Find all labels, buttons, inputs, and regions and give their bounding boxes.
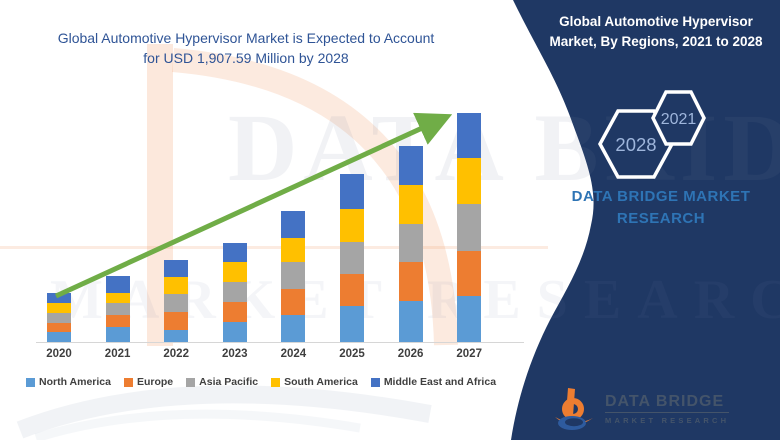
bar-segment [281, 262, 306, 289]
bar-segment [105, 303, 130, 315]
legend-swatch [370, 377, 380, 387]
bar-segment [47, 332, 71, 342]
legend-swatch [271, 377, 281, 387]
legend-item: North America [26, 376, 111, 388]
hexagon-2021-label: 2021 [661, 111, 697, 128]
bar-segment [398, 224, 423, 262]
legend-item: Asia Pacific [186, 376, 258, 388]
year-axis-label: 2026 [397, 348, 424, 360]
bar-segment [281, 211, 306, 238]
legend-swatch [186, 377, 196, 387]
bar-segment [398, 301, 423, 342]
bar-segment [47, 303, 71, 313]
bar-segment [457, 158, 482, 204]
bar-segment [340, 174, 364, 209]
legend-label: South America [284, 376, 358, 388]
bar-segment [105, 276, 130, 293]
bar-segment [398, 262, 423, 301]
dbmr-logo: DATA BRIDGE MARKET RESEARCH [553, 386, 730, 432]
bar-segment [105, 293, 130, 303]
bar-segment [398, 146, 423, 185]
bar-segment [222, 302, 247, 322]
legend-swatch [123, 377, 133, 387]
bar-segment [281, 238, 306, 262]
stacked-bar-chart: 2020 2021 2022 2023 2024 2025 2026 2027 [36, 112, 524, 360]
bar-segment [222, 262, 247, 282]
legend-label: North America [39, 376, 111, 388]
chart-title-line1: Global Automotive Hypervisor Market is E… [57, 30, 435, 46]
bar-segment [164, 294, 189, 312]
year-axis-label: 2022 [163, 348, 189, 360]
legend-item: South America [271, 376, 358, 388]
bar-segment [457, 251, 482, 296]
year-axis-label: 2021 [104, 348, 131, 360]
legend-label: Middle East and Africa [383, 376, 497, 388]
legend-label: Asia Pacific [199, 376, 259, 388]
legend-item: Middle East and Africa [370, 376, 497, 388]
year-axis-label: 2025 [339, 348, 365, 360]
legend-swatch [26, 377, 35, 387]
bar-segment [47, 323, 71, 332]
panel-heading: Global Automotive Hypervisor Market, By … [549, 14, 763, 50]
hexagon-2028-label: 2028 [615, 134, 656, 155]
bar-segment [340, 209, 364, 242]
x-axis-line [36, 342, 524, 343]
bar-segment [281, 315, 306, 342]
bar-segment [222, 282, 247, 302]
bar-segment [164, 260, 189, 277]
bar-segment [47, 293, 71, 303]
chart-title-line2: for USD 1,907.59 Million by 2028 [143, 50, 349, 67]
year-axis-label: 2027 [456, 348, 482, 360]
bar-segment [457, 204, 482, 251]
bar-segment [340, 306, 364, 342]
bar-segment [105, 315, 130, 327]
bar-segment [222, 322, 247, 342]
year-axis-label: 2024 [280, 348, 307, 360]
year-axis-label: 2023 [222, 348, 248, 360]
hexagon-2021 [651, 90, 706, 146]
bar-segment [398, 185, 423, 224]
bar-segment [164, 312, 189, 330]
dbmr-logo-brand: DATA BRIDGE [605, 393, 730, 413]
hexagon-2028 [598, 109, 674, 179]
dbmr-logo-icon [555, 388, 593, 430]
bar-segment [340, 242, 364, 274]
bar-segment [47, 313, 71, 323]
year-hexagons: 2021 2028 [598, 90, 706, 179]
dbmr-logo-tagline: MARKET RESEARCH [605, 416, 730, 425]
chart-legend: North America Europe Asia Pacific South Ame… [26, 376, 509, 388]
bar-segment [164, 277, 189, 294]
bar-segment [340, 274, 364, 306]
legend-label: Europe [136, 376, 174, 388]
bar-segment [457, 296, 482, 342]
bar-segment [105, 327, 130, 342]
bar-segment [457, 113, 482, 158]
year-axis-label: 2020 [46, 348, 72, 360]
bar-segment [281, 289, 306, 315]
bar-segment [164, 330, 189, 342]
brand-caption: DATA BRIDGE MARKET RESEARCH [571, 188, 751, 227]
bar-segment [222, 243, 247, 262]
chart-title: Global Automotive Hypervisor Market is E… [18, 28, 474, 69]
legend-item: Europe [123, 376, 174, 388]
